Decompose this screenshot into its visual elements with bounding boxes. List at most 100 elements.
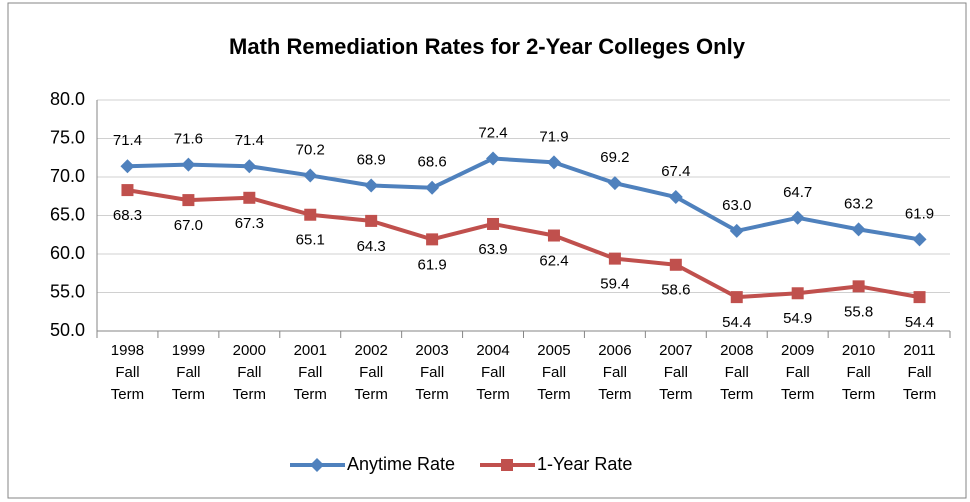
legend-label: Anytime Rate — [347, 454, 455, 474]
data-label: 72.4 — [478, 124, 507, 141]
x-tick-label: Fall — [115, 364, 139, 381]
data-label: 58.6 — [661, 282, 690, 299]
y-tick-label: 55.0 — [50, 281, 85, 301]
y-tick-label: 80.0 — [50, 89, 85, 109]
data-label: 67.0 — [174, 217, 203, 234]
x-tick-label: Term — [903, 386, 936, 403]
legend-marker — [501, 459, 513, 471]
marker — [365, 214, 378, 227]
marker — [912, 232, 927, 247]
x-tick-label: 2004 — [476, 342, 509, 359]
x-tick-label: Term — [233, 386, 266, 403]
data-label: 54.9 — [783, 310, 812, 327]
data-label: 68.6 — [418, 154, 447, 171]
x-tick-label: 2002 — [354, 342, 387, 359]
data-label: 70.2 — [296, 141, 325, 158]
data-label: 63.0 — [722, 197, 751, 214]
marker — [364, 178, 379, 193]
x-tick-label: Fall — [664, 364, 688, 381]
x-tick-label: 2005 — [537, 342, 570, 359]
marker — [790, 210, 805, 225]
marker — [546, 155, 561, 170]
x-tick-label: Term — [842, 386, 875, 403]
x-tick-label: 2003 — [415, 342, 448, 359]
marker — [607, 176, 622, 191]
x-tick-label: 2006 — [598, 342, 631, 359]
y-tick-label: 70.0 — [50, 166, 85, 186]
x-tick-label: Term — [355, 386, 388, 403]
x-tick-label: Fall — [603, 364, 627, 381]
data-label: 65.1 — [296, 232, 325, 249]
x-tick-label: 2000 — [233, 342, 266, 359]
marker — [608, 252, 621, 265]
x-tick-label: 2001 — [294, 342, 327, 359]
data-label: 71.4 — [113, 132, 142, 149]
x-tick-label: Fall — [481, 364, 505, 381]
marker — [547, 229, 560, 242]
marker — [487, 217, 500, 230]
x-tick-label: 2011 — [903, 342, 935, 359]
x-tick-label: Fall — [237, 364, 261, 381]
x-tick-label: Term — [415, 386, 448, 403]
marker — [121, 184, 134, 197]
data-label: 61.9 — [418, 256, 447, 273]
marker — [242, 159, 257, 174]
marker — [303, 168, 318, 183]
data-label: 55.8 — [844, 303, 873, 320]
x-tick-label: Term — [172, 386, 205, 403]
marker — [120, 159, 135, 174]
data-label: 71.9 — [539, 128, 568, 145]
x-tick-label: Term — [476, 386, 509, 403]
x-tick-label: Fall — [298, 364, 322, 381]
marker — [426, 233, 439, 246]
data-label: 54.4 — [905, 314, 934, 331]
data-label: 64.7 — [783, 184, 812, 201]
data-label: 63.2 — [844, 195, 873, 212]
data-label: 54.4 — [722, 314, 751, 331]
marker — [730, 291, 743, 304]
x-tick-label: Fall — [176, 364, 200, 381]
x-tick-label: Term — [781, 386, 814, 403]
marker — [791, 287, 804, 300]
x-tick-label: Term — [294, 386, 327, 403]
marker — [913, 291, 926, 304]
marker — [668, 190, 683, 205]
data-label: 67.3 — [235, 215, 264, 232]
data-label: 67.4 — [661, 163, 690, 180]
legend-marker — [310, 458, 324, 472]
data-label: 63.9 — [478, 241, 507, 258]
y-tick-label: 50.0 — [50, 320, 85, 340]
x-tick-label: Term — [111, 386, 144, 403]
marker — [669, 258, 682, 271]
x-tick-label: Fall — [847, 364, 871, 381]
x-tick-label: 2008 — [720, 342, 753, 359]
x-tick-label: Fall — [359, 364, 383, 381]
marker — [852, 280, 865, 293]
data-label: 64.3 — [357, 238, 386, 255]
marker — [182, 194, 195, 207]
data-label: 68.9 — [357, 151, 386, 168]
x-tick-label: Term — [659, 386, 692, 403]
marker — [304, 208, 317, 221]
data-label: 69.2 — [600, 149, 629, 166]
data-label: 62.4 — [539, 252, 568, 269]
x-tick-label: Term — [598, 386, 631, 403]
x-tick-label: Term — [537, 386, 570, 403]
marker — [181, 157, 196, 172]
x-tick-label: 2007 — [659, 342, 692, 359]
x-tick-label: 1999 — [172, 342, 205, 359]
y-tick-label: 60.0 — [50, 243, 85, 263]
marker — [851, 222, 866, 237]
x-tick-label: Fall — [786, 364, 810, 381]
marker — [243, 191, 256, 204]
x-tick-label: Fall — [420, 364, 444, 381]
data-label: 68.3 — [113, 207, 142, 224]
series-line — [127, 156, 920, 242]
x-tick-label: Fall — [542, 364, 566, 381]
data-label: 61.9 — [905, 205, 934, 222]
chart-title: Math Remediation Rates for 2-Year Colleg… — [229, 34, 746, 59]
x-tick-label: 2010 — [842, 342, 875, 359]
data-label: 71.6 — [174, 131, 203, 148]
data-label: 59.4 — [600, 276, 629, 293]
